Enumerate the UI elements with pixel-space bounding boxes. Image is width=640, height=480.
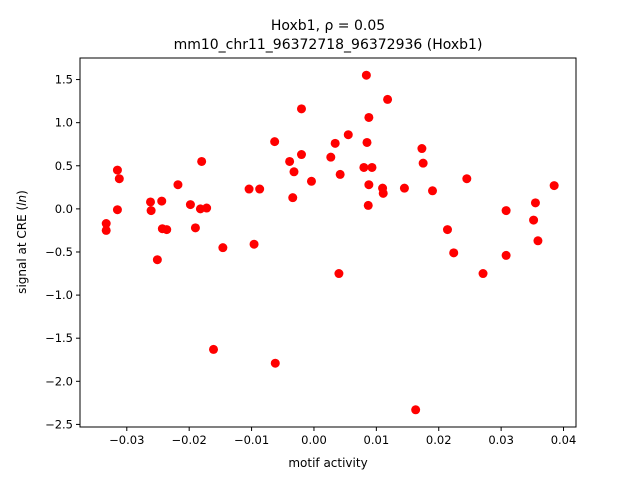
data-point — [501, 250, 511, 260]
y-tick-label: −2.5 — [45, 417, 73, 431]
data-point — [197, 156, 207, 166]
data-point — [112, 165, 122, 175]
data-point — [190, 223, 200, 233]
data-point — [146, 197, 156, 207]
data-point — [362, 137, 372, 147]
data-point — [364, 180, 374, 190]
data-point — [418, 158, 428, 168]
data-point — [330, 138, 340, 148]
chart-title-line-1: Hoxb1, ρ = 0.05 — [271, 18, 385, 34]
data-point — [411, 405, 421, 415]
y-tick-label: 1.5 — [55, 73, 73, 87]
data-point — [157, 196, 167, 206]
x-tick-label: 0.00 — [301, 433, 327, 447]
data-point — [335, 169, 345, 179]
data-point — [533, 236, 543, 246]
data-point — [383, 94, 393, 104]
data-point — [255, 184, 265, 194]
data-point — [306, 176, 316, 186]
data-point — [343, 130, 353, 140]
data-point — [363, 200, 373, 210]
y-axis-label: signal at CRE (ln) — [15, 190, 29, 294]
data-points — [101, 70, 559, 415]
data-point — [244, 184, 254, 194]
data-point — [549, 181, 559, 191]
data-point — [289, 167, 299, 177]
x-tick-label: −0.02 — [172, 433, 207, 447]
data-point — [249, 239, 259, 249]
x-tick-label: −0.03 — [109, 433, 144, 447]
data-point — [449, 248, 459, 258]
data-point — [359, 162, 369, 172]
data-point — [529, 215, 539, 225]
data-point — [114, 174, 124, 184]
data-point — [361, 70, 371, 80]
y-tick-label: 1.0 — [55, 116, 73, 130]
data-point — [101, 219, 111, 229]
x-tick-label: 0.03 — [488, 433, 514, 447]
data-point — [364, 112, 374, 122]
y-axis-ticks: −2.5 −2.0 −1.5 −1.0 −0.5 0.0 0.5 1.0 1.5 — [45, 73, 80, 431]
data-point — [218, 243, 228, 253]
y-tick-label: −1.5 — [45, 331, 73, 345]
data-point — [334, 269, 344, 279]
data-point — [428, 186, 438, 196]
data-point — [442, 225, 452, 235]
plot-frame — [79, 57, 577, 428]
x-tick-label: 0.02 — [426, 433, 452, 447]
data-point — [185, 200, 195, 210]
data-point — [326, 152, 336, 162]
data-point — [270, 137, 280, 147]
data-point — [173, 180, 183, 190]
data-point — [202, 203, 212, 213]
data-point — [209, 344, 219, 354]
data-point — [146, 206, 156, 216]
y-tick-label: −1.0 — [45, 288, 73, 302]
data-point — [270, 358, 280, 368]
y-tick-label: 0.5 — [55, 159, 73, 173]
data-point — [378, 188, 388, 198]
x-axis-label: motif activity — [288, 456, 367, 470]
x-tick-label: −0.01 — [234, 433, 269, 447]
data-point — [296, 150, 306, 160]
data-point — [501, 206, 511, 216]
x-tick-label: 0.01 — [364, 433, 390, 447]
data-point — [152, 255, 162, 265]
data-point — [162, 225, 172, 235]
data-point — [462, 174, 472, 184]
data-point — [530, 198, 540, 208]
y-tick-label: 0.0 — [55, 202, 73, 216]
chart-title-line-2: mm10_chr11_96372718_96372936 (Hoxb1) — [174, 37, 483, 53]
data-point — [112, 205, 122, 215]
data-point — [296, 104, 306, 114]
data-point — [285, 156, 295, 166]
x-axis-ticks: −0.03 −0.02 −0.01 0.00 0.01 0.02 0.03 0.04 — [109, 427, 576, 447]
data-point — [478, 269, 488, 279]
data-point — [367, 162, 377, 172]
data-point — [417, 144, 427, 154]
data-point — [399, 183, 409, 193]
y-tick-label: −2.0 — [45, 374, 73, 388]
x-tick-label: 0.04 — [551, 433, 577, 447]
data-point — [288, 193, 298, 203]
y-tick-label: −0.5 — [45, 245, 73, 259]
data-point — [101, 225, 111, 235]
